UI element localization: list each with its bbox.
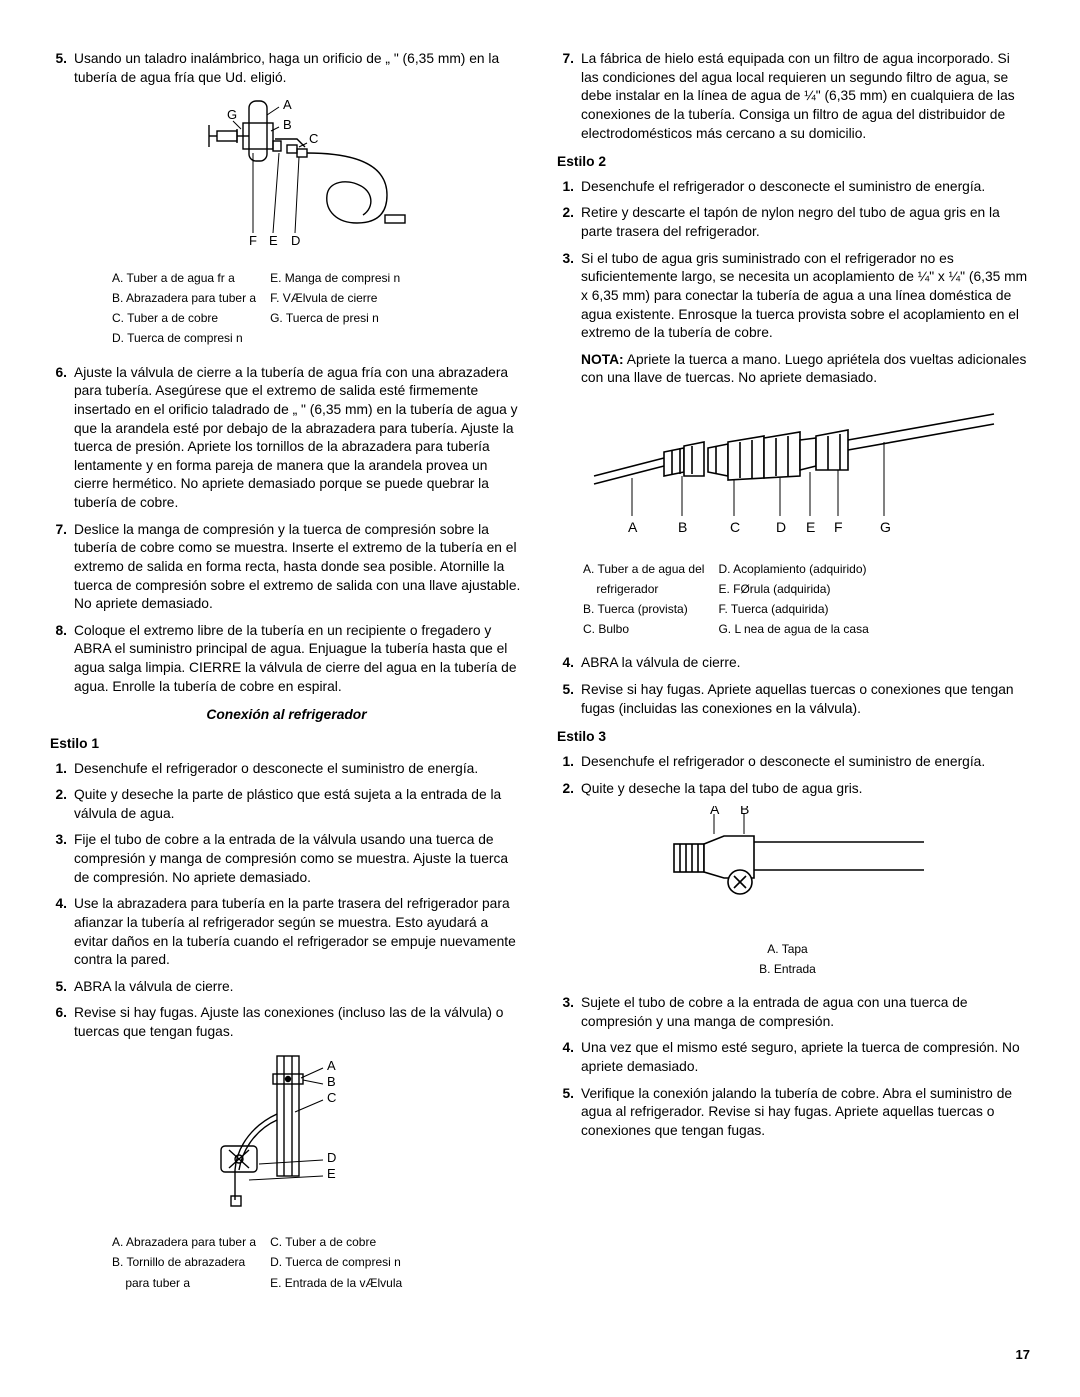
list-item: 1.Desenchufe el refrigerador o desconect… — [557, 178, 1030, 197]
list-item: 3.Fije el tubo de cobre a la entrada de … — [50, 831, 523, 887]
legend-row: C. BulboG. L nea de agua de la casa — [583, 620, 881, 638]
legend-row: A. Tuber a de agua fr aE. Manga de compr… — [112, 269, 412, 287]
svg-text:B: B — [740, 806, 749, 817]
list-item: 6.Revise si hay fugas. Ajuste las conexi… — [50, 1004, 523, 1041]
figure-cap-inlet: A B — [557, 806, 1030, 932]
list-item: 3.Si el tubo de agua gris suministrado c… — [557, 250, 1030, 343]
legend-row: C. Tuber a de cobreG. Tuerca de presi n — [112, 309, 412, 327]
svg-text:C: C — [327, 1090, 336, 1105]
svg-text:F: F — [834, 519, 843, 535]
figure-coupling: A B C D E F G — [557, 396, 1030, 552]
figure2-legend: A. Abrazadera para tuber aC. Tuber a de … — [110, 1231, 416, 1294]
legend-row: para tuber aE. Entrada de la vÆlvula — [112, 1274, 414, 1292]
figure4-legend: A. Tapa B. Entrada — [757, 938, 830, 980]
svg-text:D: D — [776, 519, 786, 535]
svg-text:B: B — [678, 519, 687, 535]
list-item: 7.Deslice la manga de compresión y la tu… — [50, 521, 523, 614]
page-number: 17 — [50, 1346, 1030, 1364]
legend-row: B. Abrazadera para tuber aF. VÆlvula de … — [112, 289, 412, 307]
list-item: 2.Retire y descarte el tapón de nylon ne… — [557, 204, 1030, 241]
svg-text:G: G — [227, 107, 237, 122]
list-item: 8.Coloque el extremo libre de la tubería… — [50, 622, 523, 697]
subhead-estilo1: Estilo 1 — [50, 735, 523, 754]
fridge-back-svg: A B C D E — [177, 1050, 397, 1220]
list-item: 2.Quite y deseche la parte de plástico q… — [50, 786, 523, 823]
list-item: 5. Usando un taladro inalámbrico, haga u… — [50, 50, 523, 87]
item-number: 5. — [50, 50, 74, 87]
nota-text: NOTA: NOTA: Apriete la tuerca a mano. Lu… — [581, 351, 1030, 388]
svg-text:G: G — [880, 519, 891, 535]
list-item: 5.ABRA la válvula de cierre. — [50, 978, 523, 997]
svg-text:B: B — [283, 117, 292, 132]
list-item: 6.Ajuste la válvula de cierre a la tuber… — [50, 364, 523, 513]
list-item: 4.Una vez que el mismo esté seguro, apri… — [557, 1039, 1030, 1076]
legend-row: A. Abrazadera para tuber aC. Tuber a de … — [112, 1233, 414, 1251]
legend-row: B. Tuerca (provista)F. Tuerca (adquirida… — [583, 600, 881, 618]
figure-fridge-back: A B C D E — [50, 1050, 523, 1226]
section-title: Conexión al refrigerador — [50, 706, 523, 725]
svg-text:A: A — [710, 806, 720, 817]
svg-text:C: C — [309, 131, 318, 146]
list-item: 3.Sujete el tubo de cobre a la entrada d… — [557, 994, 1030, 1031]
svg-text:E: E — [327, 1166, 336, 1181]
legend-row: refrigeradorE. FØrula (adquirida) — [583, 580, 881, 598]
legend-row: A. Tapa — [759, 940, 828, 958]
legend-row: B. Entrada — [759, 960, 828, 978]
svg-text:B: B — [327, 1074, 336, 1089]
subhead-estilo2: Estilo 2 — [557, 153, 1030, 172]
svg-text:E: E — [269, 233, 278, 248]
valve-diagram-svg: A G B C F E D — [157, 95, 417, 255]
svg-text:A: A — [628, 519, 638, 535]
subhead-estilo3: Estilo 3 — [557, 728, 1030, 747]
figure1-legend: A. Tuber a de agua fr aE. Manga de compr… — [110, 267, 414, 350]
list-item: 5.Verifique la conexión jalando la tuber… — [557, 1085, 1030, 1141]
svg-text:D: D — [327, 1150, 336, 1165]
svg-text:A: A — [283, 97, 292, 112]
list-item: 1.Desenchufe el refrigerador o desconect… — [557, 753, 1030, 772]
svg-text:D: D — [291, 233, 300, 248]
item-text: Usando un taladro inalámbrico, haga un o… — [74, 50, 523, 87]
svg-text:A: A — [327, 1058, 336, 1073]
legend-row: D. Tuerca de compresi n — [112, 329, 412, 347]
two-column-layout: 5. Usando un taladro inalámbrico, haga u… — [50, 50, 1030, 1308]
legend-row: A. Tuber a de agua delD. Acoplamiento (a… — [583, 560, 881, 578]
list-item: 1.Desenchufe el refrigerador o desconect… — [50, 760, 523, 779]
svg-text:E: E — [806, 519, 815, 535]
coupling-svg: A B C D E F G — [584, 396, 1004, 546]
list-item: 2.Quite y deseche la tapa del tubo de ag… — [557, 780, 1030, 799]
svg-text:C: C — [730, 519, 740, 535]
right-column: 7.La fábrica de hielo está equipada con … — [557, 50, 1030, 1308]
legend-row: B. Tornillo de abrazaderaD. Tuerca de co… — [112, 1253, 414, 1271]
list-item: 5.Revise si hay fugas. Apriete aquellas … — [557, 681, 1030, 718]
list-item: 7.La fábrica de hielo está equipada con … — [557, 50, 1030, 143]
svg-text:F: F — [249, 233, 257, 248]
figure-valve-assembly: A G B C F E D — [50, 95, 523, 261]
figure3-legend: A. Tuber a de agua delD. Acoplamiento (a… — [581, 558, 883, 641]
cap-inlet-svg: A B — [654, 806, 934, 926]
left-column: 5. Usando un taladro inalámbrico, haga u… — [50, 50, 523, 1308]
list-item: 4.ABRA la válvula de cierre. — [557, 654, 1030, 673]
list-item: 4.Use la abrazadera para tubería en la p… — [50, 895, 523, 970]
